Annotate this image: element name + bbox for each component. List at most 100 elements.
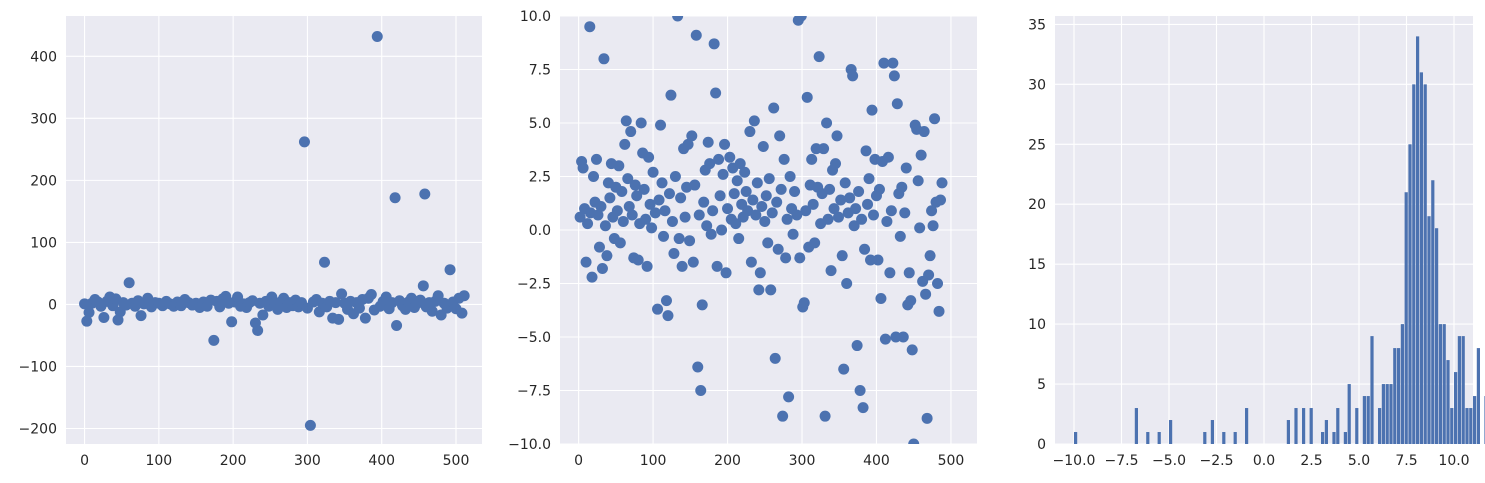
scatter-point	[426, 305, 438, 317]
scatter-point	[716, 224, 728, 236]
scatter-point	[745, 256, 757, 268]
y-axis-tick-labels: −10.0 −7.5 −5.0 −2.5 0.0 2.5 5.0 7.5 10.0	[508, 9, 551, 453]
scatter-point	[617, 215, 629, 227]
scatter-point	[836, 250, 848, 262]
scatter-point	[923, 269, 935, 281]
scatter-point	[666, 215, 678, 227]
histogram-bar	[1457, 336, 1461, 444]
scatter-clipped-panel: 0 100 200 300 400 500 −10.0 −7.5 −5.0 −2.5 0.0 2.5…	[508, 9, 977, 469]
scatter-point	[672, 16, 684, 22]
scatter-point	[432, 290, 444, 302]
scatter-point	[733, 233, 745, 245]
histogram-panel: −10.0 −7.5 −5.0 −2.5 0.0 2.5 5.0 7.5 10.0 0 5 10 15…	[1028, 16, 1485, 469]
histogram-bar	[1416, 36, 1420, 444]
histogram-bar	[1438, 324, 1442, 444]
scatter-point	[629, 179, 641, 191]
scatter-point	[824, 183, 836, 195]
histogram-bar	[1465, 408, 1469, 444]
histogram-bar	[1442, 324, 1446, 444]
y-tick-label: −2.5	[517, 277, 551, 293]
histogram-bar	[1309, 408, 1313, 444]
scatter-point	[649, 207, 661, 219]
scatter-point	[330, 297, 342, 309]
histogram-bar	[1222, 432, 1226, 444]
scatter-point	[748, 115, 760, 127]
scatter-point	[768, 102, 780, 114]
scatter-point	[848, 220, 860, 232]
scatter-point	[135, 310, 147, 322]
scatter-point	[866, 104, 878, 116]
y-tick-label: −200	[19, 421, 57, 437]
x-tick-label: −2.5	[1200, 453, 1234, 469]
histogram-bar	[1157, 432, 1161, 444]
histogram-bar	[1431, 180, 1435, 444]
y-tick-label: 0	[1037, 437, 1046, 453]
scatter-point	[599, 220, 611, 232]
scatter-point	[819, 410, 831, 422]
scatter-point	[798, 297, 810, 309]
scatter-point	[936, 177, 948, 189]
x-tick-label: 400	[863, 453, 890, 469]
scatter-point	[391, 320, 403, 332]
scatter-point	[825, 265, 837, 277]
scatter-point	[590, 153, 602, 165]
scatter-point	[658, 230, 670, 242]
histogram-bar	[1366, 396, 1370, 444]
scatter-point	[655, 119, 667, 131]
scatter-point	[754, 267, 766, 279]
scatter-point	[813, 51, 825, 63]
histogram-bar	[1332, 432, 1336, 444]
histogram-bar	[1450, 408, 1454, 444]
scatter-point	[856, 213, 868, 225]
scatter-point	[765, 284, 777, 296]
scatter-point	[652, 303, 664, 315]
scatter-point	[828, 203, 840, 215]
scatter-point	[623, 200, 635, 212]
scatter-point	[774, 130, 786, 142]
scatter-point	[708, 38, 720, 50]
scatter-point	[704, 158, 716, 170]
scatter-point	[929, 113, 941, 125]
scatter-point	[888, 70, 900, 82]
scatter-point	[839, 177, 851, 189]
histogram-bar	[1423, 84, 1427, 445]
scatter-point	[690, 29, 702, 41]
scatter-point	[588, 171, 600, 182]
x-tick-label: 400	[368, 453, 395, 469]
scatter-point	[807, 198, 819, 210]
scatter-point	[252, 324, 264, 336]
scatter-point	[613, 160, 625, 172]
y-tick-label: 30	[1028, 77, 1046, 93]
scatter-point	[933, 305, 945, 317]
scatter-point	[695, 385, 707, 396]
scatter-point	[616, 185, 628, 197]
scatter-point	[298, 136, 310, 148]
scatter-point	[915, 149, 927, 161]
scatter-point	[646, 222, 658, 234]
scatter-point	[660, 295, 672, 307]
scatter-point	[705, 228, 717, 240]
histogram-bar	[1146, 432, 1150, 444]
y-tick-label: 10.0	[520, 9, 551, 25]
scatter-point	[772, 243, 784, 255]
scatter-point	[851, 340, 863, 352]
scatter-point	[832, 211, 844, 223]
histogram-bar	[1454, 372, 1458, 444]
scatter-point	[759, 215, 771, 227]
scatter-point	[887, 57, 899, 69]
histogram-bars	[1074, 36, 1485, 445]
histogram-bar	[1408, 144, 1412, 445]
scatter-point	[226, 316, 238, 328]
scatter-point	[631, 190, 643, 202]
scatter-point	[592, 209, 604, 221]
scatter-point	[730, 218, 742, 230]
gridlines	[560, 15, 977, 445]
histogram-bar	[1476, 348, 1480, 444]
scatter-point	[778, 153, 790, 165]
scatter-point	[742, 205, 754, 217]
scatter-point	[854, 385, 866, 396]
histogram-bar	[1233, 432, 1237, 444]
scatter-point	[897, 331, 909, 343]
y-tick-label: 5	[1037, 377, 1046, 393]
